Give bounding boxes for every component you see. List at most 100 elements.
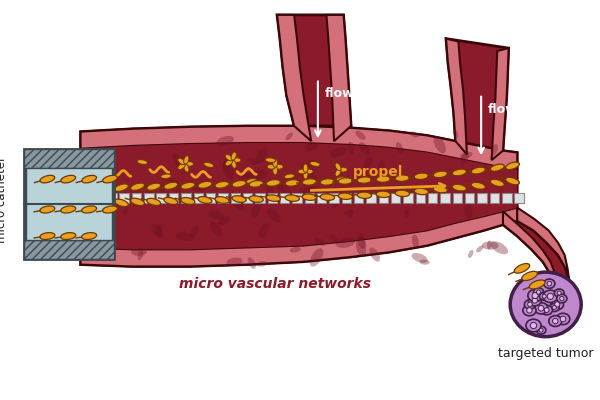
- Ellipse shape: [40, 175, 55, 183]
- Ellipse shape: [82, 175, 97, 183]
- Bar: [452, 193, 462, 203]
- Ellipse shape: [191, 225, 199, 237]
- Ellipse shape: [238, 174, 248, 179]
- Ellipse shape: [409, 132, 419, 138]
- Bar: [403, 193, 413, 203]
- Ellipse shape: [231, 160, 236, 168]
- Ellipse shape: [530, 322, 536, 329]
- Ellipse shape: [208, 210, 224, 219]
- Ellipse shape: [529, 280, 545, 289]
- Ellipse shape: [547, 281, 551, 286]
- Ellipse shape: [320, 179, 335, 185]
- Ellipse shape: [506, 162, 520, 170]
- Bar: [119, 193, 129, 203]
- Ellipse shape: [376, 191, 391, 198]
- Ellipse shape: [419, 260, 430, 265]
- Bar: [157, 193, 166, 203]
- Ellipse shape: [317, 190, 334, 202]
- Ellipse shape: [544, 279, 555, 288]
- Bar: [478, 193, 487, 203]
- Ellipse shape: [242, 172, 251, 179]
- Ellipse shape: [330, 234, 338, 242]
- Ellipse shape: [257, 261, 268, 267]
- Bar: [255, 193, 265, 203]
- Ellipse shape: [343, 210, 352, 215]
- Ellipse shape: [452, 184, 466, 191]
- Ellipse shape: [550, 304, 559, 312]
- Ellipse shape: [232, 196, 246, 202]
- Ellipse shape: [223, 157, 231, 171]
- Ellipse shape: [40, 206, 55, 213]
- Ellipse shape: [364, 156, 373, 169]
- Polygon shape: [80, 126, 517, 266]
- Ellipse shape: [131, 183, 145, 190]
- Bar: [317, 193, 326, 203]
- Polygon shape: [80, 126, 517, 170]
- Ellipse shape: [332, 192, 344, 208]
- Ellipse shape: [181, 198, 195, 204]
- Ellipse shape: [300, 170, 317, 182]
- Ellipse shape: [246, 178, 257, 184]
- Bar: [26, 168, 112, 240]
- Ellipse shape: [161, 174, 171, 178]
- Bar: [440, 193, 450, 203]
- Ellipse shape: [185, 162, 194, 166]
- Ellipse shape: [203, 162, 214, 168]
- Ellipse shape: [266, 180, 280, 186]
- Bar: [341, 193, 351, 203]
- Ellipse shape: [433, 136, 446, 153]
- Ellipse shape: [491, 241, 508, 254]
- Ellipse shape: [106, 148, 115, 156]
- Ellipse shape: [225, 160, 233, 166]
- Ellipse shape: [460, 152, 469, 165]
- Ellipse shape: [215, 182, 229, 188]
- Ellipse shape: [184, 156, 189, 164]
- Ellipse shape: [164, 198, 178, 204]
- Ellipse shape: [305, 143, 319, 150]
- Text: targeted tumor: targeted tumor: [498, 347, 593, 360]
- Bar: [144, 193, 154, 203]
- Ellipse shape: [302, 179, 317, 185]
- Polygon shape: [277, 15, 351, 126]
- Ellipse shape: [232, 180, 246, 187]
- Ellipse shape: [223, 161, 234, 180]
- Ellipse shape: [510, 272, 581, 337]
- Ellipse shape: [248, 158, 258, 165]
- Ellipse shape: [198, 181, 212, 188]
- Ellipse shape: [536, 326, 546, 334]
- Ellipse shape: [302, 194, 317, 200]
- Ellipse shape: [320, 194, 335, 200]
- Text: micro catheter: micro catheter: [0, 156, 8, 244]
- Bar: [379, 193, 388, 203]
- Ellipse shape: [111, 198, 124, 205]
- Ellipse shape: [538, 306, 544, 311]
- Ellipse shape: [284, 174, 295, 179]
- Ellipse shape: [251, 203, 260, 218]
- Ellipse shape: [357, 177, 371, 183]
- Ellipse shape: [266, 181, 274, 195]
- Ellipse shape: [172, 153, 180, 166]
- Ellipse shape: [543, 290, 558, 302]
- Ellipse shape: [532, 298, 538, 303]
- Ellipse shape: [131, 248, 147, 256]
- Ellipse shape: [249, 196, 263, 202]
- Ellipse shape: [100, 184, 113, 192]
- Bar: [243, 193, 253, 203]
- Ellipse shape: [539, 328, 543, 332]
- Ellipse shape: [273, 166, 278, 175]
- Ellipse shape: [233, 197, 245, 211]
- Ellipse shape: [285, 180, 299, 186]
- Ellipse shape: [539, 292, 549, 300]
- Ellipse shape: [115, 199, 128, 206]
- Bar: [305, 193, 314, 203]
- Polygon shape: [517, 208, 571, 297]
- Ellipse shape: [549, 316, 562, 326]
- Bar: [23, 149, 114, 168]
- Ellipse shape: [395, 175, 410, 181]
- Ellipse shape: [232, 158, 241, 162]
- Ellipse shape: [400, 198, 410, 203]
- Ellipse shape: [227, 258, 242, 266]
- Ellipse shape: [541, 305, 553, 315]
- Ellipse shape: [506, 177, 520, 185]
- Ellipse shape: [471, 167, 485, 174]
